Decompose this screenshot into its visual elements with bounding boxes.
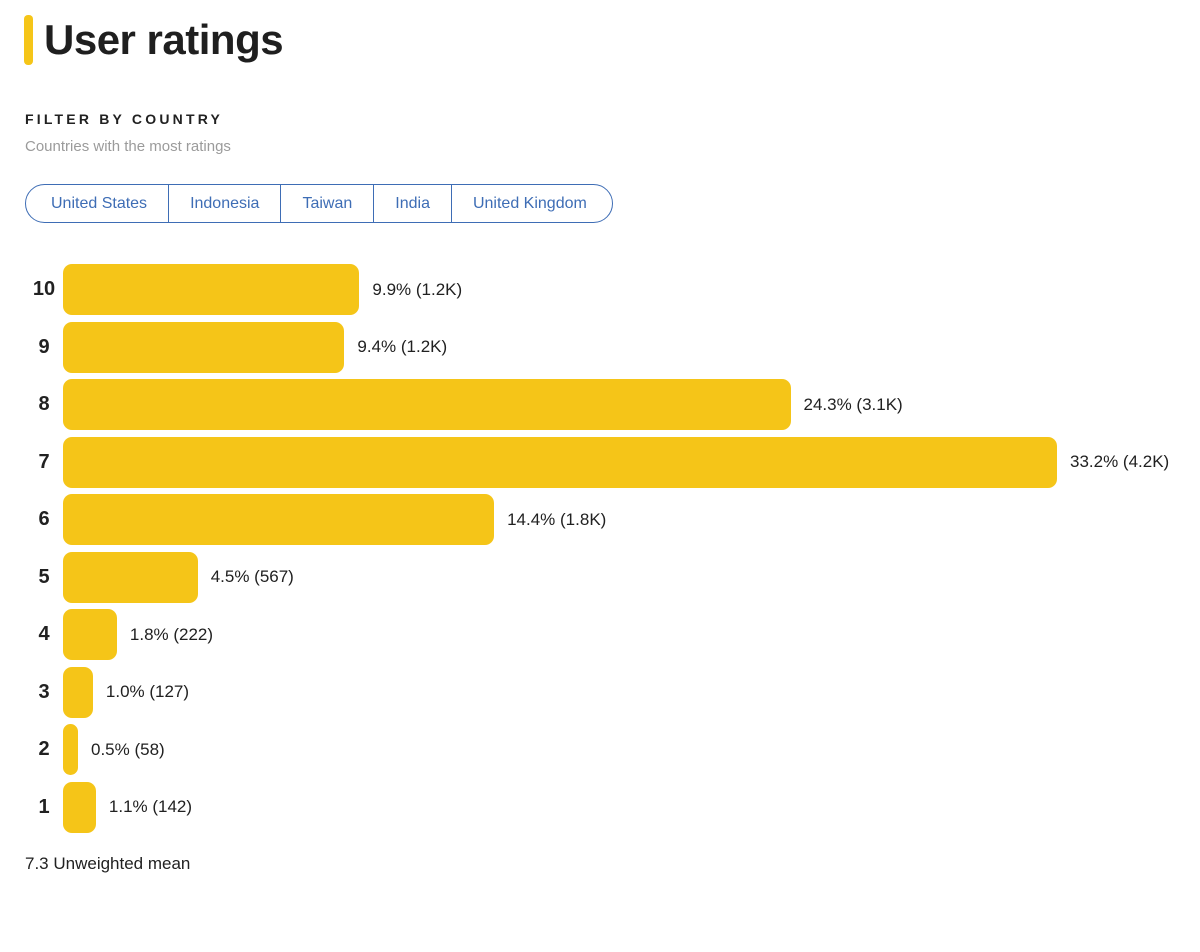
rating-category-label: 2 [38,738,50,760]
rating-value-label: 1.1% (142) [108,797,193,816]
rating-value-label: 9.9% (1.2K) [372,279,463,299]
unweighted-mean-label: 7.3 Unweighted mean [25,853,191,873]
rating-row-8: 8 24.3% (3.1K) [25,379,1200,430]
rating-category-label: 7 [38,450,50,473]
rating-value-label: 9.4% (1.2K) [357,337,448,356]
rating-row-1: 1 1.1% (142) [25,781,1200,833]
country-chip-united-states[interactable]: United States [26,185,170,222]
rating-row-5: 5 4.5% (567) [25,551,1200,603]
rating-category-label: 5 [38,565,50,588]
rating-value-label: 33.2% (4.2K) [1070,452,1170,471]
filter-by-country-label: FILTER BY COUNTRY [25,111,224,127]
rating-value-label: 24.3% (3.1K) [803,394,903,414]
rating-row-6: 6 14.4% (1.8K) [25,494,1200,545]
rating-category-label: 3 [38,680,50,703]
rating-value-label: 0.5% (58) [91,739,165,759]
rating-row-4: 4 1.8% (222) [25,609,1200,660]
ratings-chart: 10 9.9% (1.2K) 9 9.4% (1.2K) 8 24.3% (3.1K) 7 3… [25,264,1200,833]
rating-value-label: 1.0% (127) [105,682,190,701]
rating-bar-10[interactable] [63,264,360,315]
rating-category-label: 1 [38,795,50,818]
rating-row-9: 9 9.4% (1.2K) [25,321,1200,373]
country-filter-group: United States Indonesia Taiwan India United … [25,184,613,223]
rating-category-label: 8 [38,393,50,415]
rating-bar-5[interactable] [63,551,198,603]
country-chip-united-kingdom[interactable]: United Kingdom [452,185,612,222]
rating-value-label: 14.4% (1.8K) [507,509,607,529]
rating-category-label: 10 [32,278,56,300]
rating-bar-9[interactable] [63,321,345,373]
country-chip-indonesia[interactable]: Indonesia [169,185,282,222]
rating-value-label: 4.5% (567) [210,567,294,586]
rating-category-label: 6 [38,508,50,530]
rating-row-10: 10 9.9% (1.2K) [25,264,1200,315]
rating-bar-3[interactable] [63,666,93,718]
rating-value-label: 1.8% (222) [129,624,214,644]
country-chip-taiwan[interactable]: Taiwan [281,185,375,222]
country-chip-india[interactable]: India [374,185,452,222]
rating-category-label: 4 [38,623,50,645]
rating-category-label: 9 [38,335,50,358]
rating-bar-1[interactable] [63,781,96,833]
rating-bar-2[interactable] [63,724,78,775]
rating-row-2: 2 0.5% (58) [25,724,1200,775]
rating-bar-4[interactable] [63,609,117,660]
rating-bar-6[interactable] [63,494,495,545]
rating-bar-8[interactable] [63,379,791,430]
rating-row-7: 7 33.2% (4.2K) [25,436,1200,488]
page-title: User ratings [44,16,284,63]
rating-bar-7[interactable] [63,436,1057,488]
rating-row-3: 3 1.0% (127) [25,666,1200,718]
title-accent-bar [24,15,33,65]
filter-description: Countries with the most ratings [25,138,231,155]
page-header: User ratings [24,14,1200,66]
